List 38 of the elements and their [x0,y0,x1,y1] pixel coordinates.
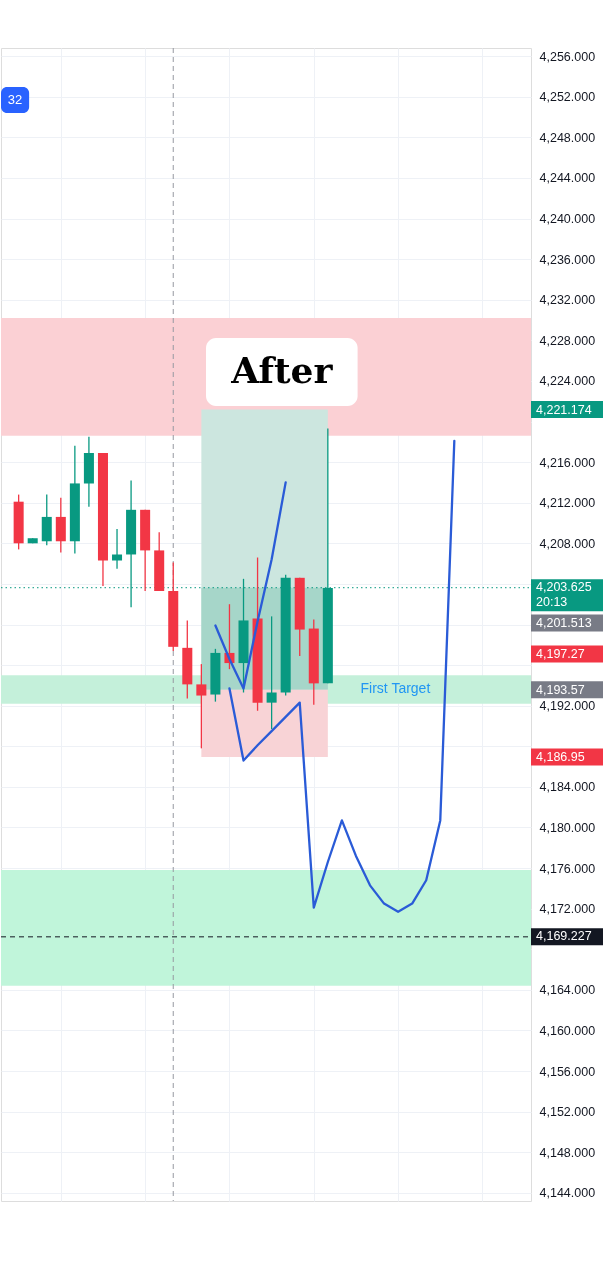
line-series [228,439,456,913]
y-tick-label: 4,176.000 [539,861,596,876]
text: 4,186.95 [536,750,585,764]
y-tick-label: 4,208.000 [539,536,596,551]
y-tick-label: 4,244.000 [539,171,596,186]
y-tick-label: 4,212.000 [539,496,596,511]
line-series [214,481,287,690]
text: 4,201.513 [536,616,592,630]
band-label: First Target [360,680,431,697]
candlestick [196,663,207,749]
ref-line-label: 4,203.625 20:13 [536,580,592,610]
y-tick-label: 4,184.000 [539,780,596,795]
candlestick [266,615,277,730]
candlestick [112,528,123,570]
text: 4,197.27 [536,647,585,661]
y-tick-label: 4,180.000 [539,820,596,835]
ref-line-label: 4,169.227 [536,929,592,944]
text: 4,193.57 [536,682,585,697]
annotation: 32 [7,92,23,107]
y-tick-label: 4,248.000 [539,130,596,145]
y-tick-label: 4,144.000 [539,1186,596,1201]
y-tick-label: 4,240.000 [539,212,596,227]
text: 4,221.174 [536,402,592,417]
y-tick-label: 4,232.000 [539,293,596,308]
y-tick-label: 4,224.000 [539,374,596,389]
y-tick-label: 4,172.000 [539,902,596,917]
y-tick-label: 4,160.000 [539,1023,596,1038]
y-tick-label: 4,164.000 [539,983,596,998]
y-tick-label: 4,228.000 [539,333,596,348]
y-tick-label: 4,156.000 [539,1064,596,1079]
y-tick-label: 4,148.000 [539,1145,596,1160]
y-tick-label: 4,152.000 [539,1105,596,1120]
y-tick-label: 4,216.000 [539,455,596,470]
y-tick-label: 4,256.000 [539,49,596,64]
y-tick-label: 4,192.000 [539,699,596,714]
y-tick-label: 4,252.000 [539,90,596,105]
annotation: After [230,349,334,391]
y-tick-label: 4,236.000 [539,252,596,267]
